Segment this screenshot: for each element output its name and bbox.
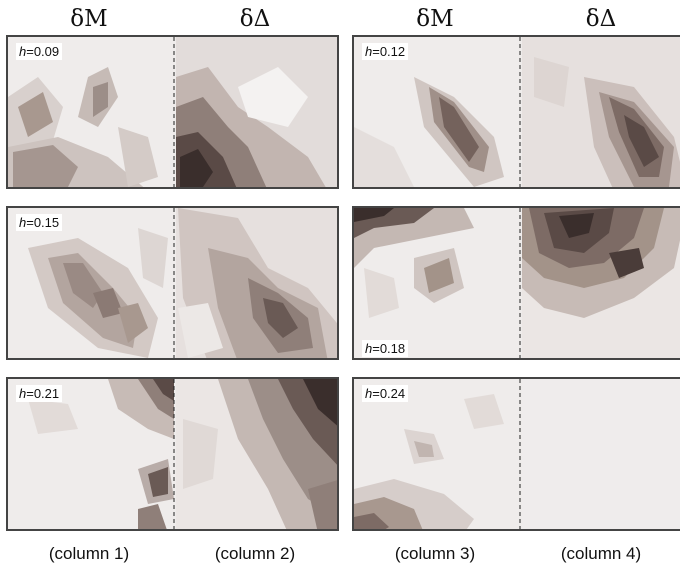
column-footer-3: (column 3)	[394, 544, 476, 563]
column-footer-4: (column 4)	[560, 544, 642, 563]
h-label: h=0.15	[16, 214, 63, 231]
column-header-2: δΔ	[239, 6, 271, 32]
panel-h-0-09: h=0.09	[6, 35, 339, 189]
panel-h-0-18: h=0.18	[352, 206, 680, 360]
h-label: h=0.12	[362, 43, 409, 60]
contour-map-pair	[8, 379, 337, 529]
contour-map-pair	[354, 208, 680, 358]
contour-map-pair	[354, 379, 680, 529]
contour-map-pair	[354, 37, 680, 187]
panel-h-0-15: h=0.15	[6, 206, 339, 360]
column-header-1: δM	[70, 6, 108, 32]
h-label: h=0.24	[362, 385, 409, 402]
contour-map-pair	[8, 208, 337, 358]
column-header-3: δM	[416, 6, 454, 32]
panel-h-0-24: h=0.24	[352, 377, 680, 531]
h-label: h=0.09	[16, 43, 63, 60]
column-footer-1: (column 1)	[48, 544, 130, 563]
column-footer-2: (column 2)	[214, 544, 296, 563]
panel-h-0-12: h=0.12	[352, 35, 680, 189]
panel-h-0-21: h=0.21	[6, 377, 339, 531]
contour-map-pair	[8, 37, 337, 187]
h-label: h=0.18	[362, 340, 409, 357]
h-label: h=0.21	[16, 385, 63, 402]
column-header-4: δΔ	[585, 6, 617, 32]
